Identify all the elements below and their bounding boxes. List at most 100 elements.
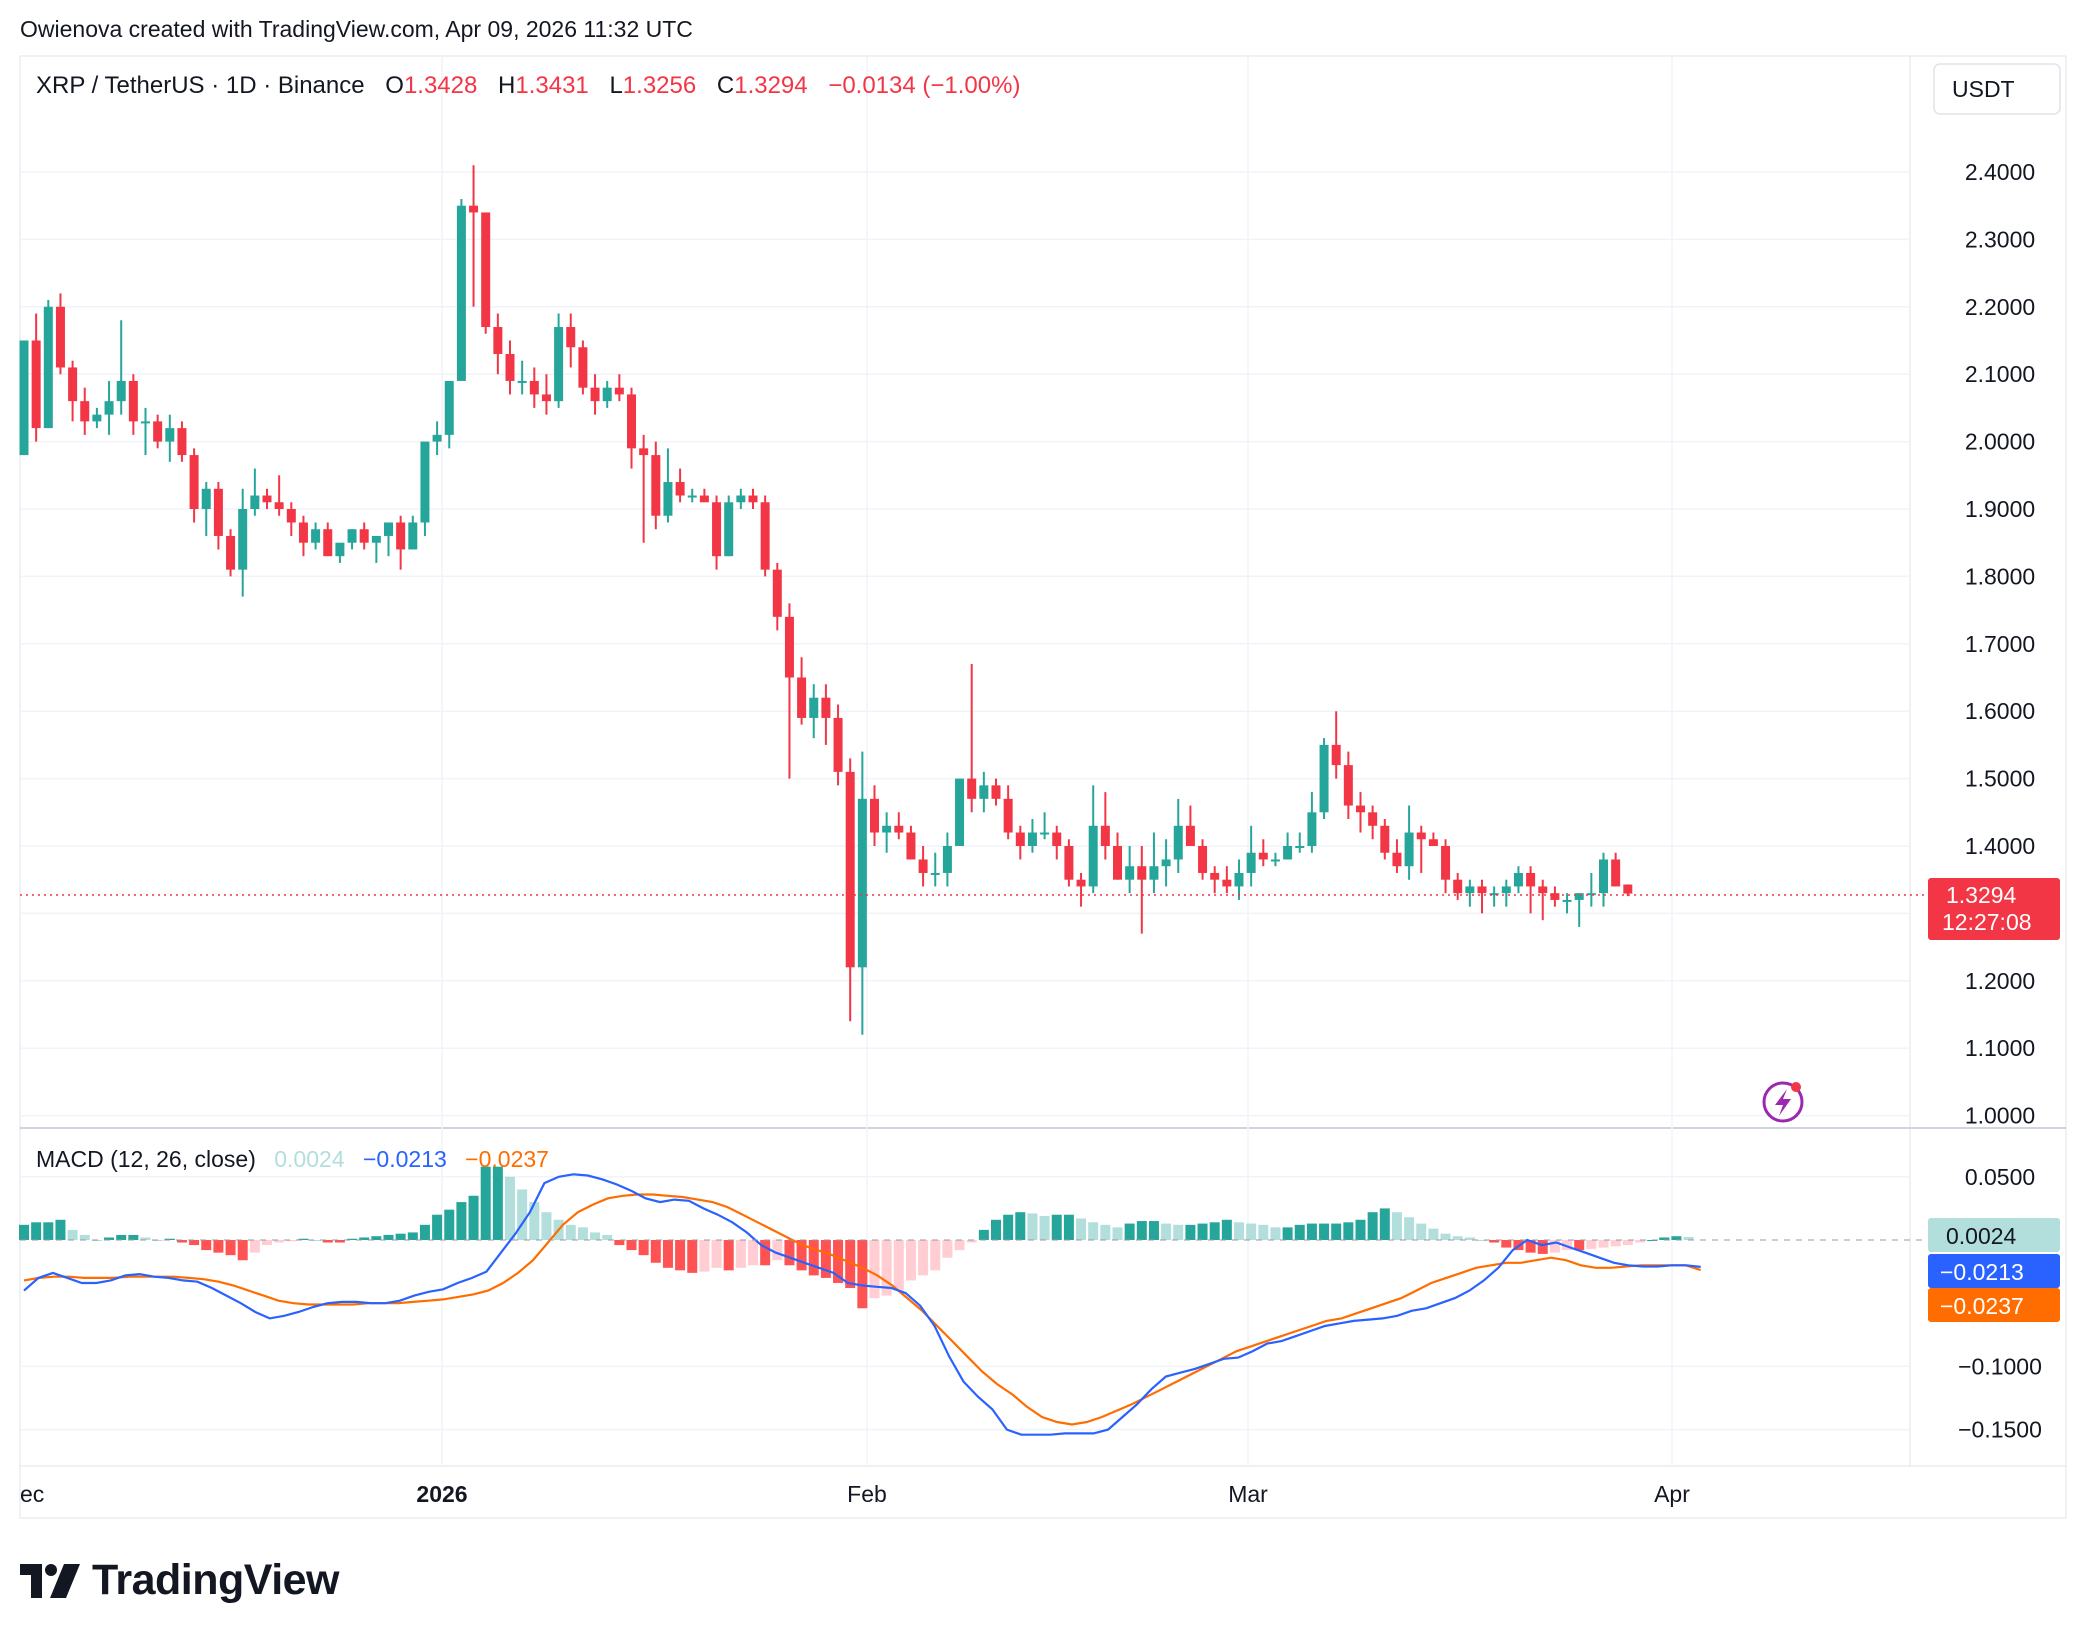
macd-histogram-bar bbox=[1197, 1223, 1208, 1240]
candle bbox=[1441, 839, 1451, 894]
macd-histogram-bar bbox=[1282, 1227, 1293, 1240]
macd-histogram-bar bbox=[1015, 1212, 1026, 1240]
candle-body bbox=[1501, 886, 1511, 894]
candle-body bbox=[870, 798, 879, 833]
candle-body bbox=[1623, 884, 1633, 894]
candle-body bbox=[1562, 899, 1572, 902]
candle bbox=[1113, 832, 1122, 880]
candle-body bbox=[772, 569, 782, 617]
macd-histogram-bar bbox=[1185, 1224, 1196, 1240]
change-value: −0.0134 (−1.00%) bbox=[828, 72, 1020, 99]
candle bbox=[821, 684, 831, 745]
lightning-icon[interactable] bbox=[1762, 1081, 1804, 1123]
macd-histogram-bar bbox=[1148, 1221, 1159, 1240]
macd-histogram-bar bbox=[808, 1240, 819, 1276]
macd-hist-tag: 0.0024 bbox=[1928, 1218, 2060, 1252]
macd-histogram-bar bbox=[893, 1240, 904, 1291]
candle bbox=[748, 488, 758, 509]
macd-histogram-bar bbox=[249, 1240, 260, 1253]
candle-body bbox=[432, 434, 442, 442]
bar-countdown: 12:27:08 bbox=[1942, 909, 2032, 935]
candle-body bbox=[481, 212, 491, 328]
price-tick-label: 2.3000 bbox=[1965, 226, 2035, 252]
candle-body bbox=[347, 529, 357, 543]
candle bbox=[165, 414, 175, 462]
macd-histogram-bar bbox=[79, 1234, 90, 1240]
candle bbox=[323, 522, 333, 557]
macd-histogram-bar bbox=[1659, 1237, 1670, 1240]
candle bbox=[1428, 832, 1438, 846]
macd-histogram-bar bbox=[577, 1227, 588, 1240]
candle-body bbox=[493, 327, 503, 354]
macd-histogram-bar bbox=[517, 1189, 528, 1240]
candle-body bbox=[1356, 805, 1365, 813]
candle-body bbox=[1343, 765, 1353, 806]
macd-histogram-bar bbox=[1124, 1223, 1135, 1240]
candle bbox=[882, 812, 892, 853]
macd-histogram-bar bbox=[1537, 1240, 1548, 1254]
macd-histogram-bar bbox=[201, 1240, 212, 1251]
macd-histogram-bar bbox=[1319, 1223, 1330, 1240]
candle-body bbox=[1270, 859, 1280, 862]
macd-histogram-bar bbox=[662, 1240, 673, 1268]
candle bbox=[1246, 825, 1256, 887]
candle-body bbox=[1015, 832, 1025, 846]
candle-body bbox=[1100, 825, 1110, 846]
macd-histogram-bar bbox=[845, 1240, 856, 1289]
macd-histogram-bar bbox=[1063, 1214, 1074, 1240]
candle bbox=[712, 495, 722, 570]
candle-body bbox=[456, 205, 466, 381]
price-tick-label: 1.8000 bbox=[1965, 563, 2035, 589]
macd-lines bbox=[23, 1173, 1702, 1436]
macd-hist-tag-text: 0.0024 bbox=[1946, 1223, 2017, 1249]
macd-histogram-bar bbox=[675, 1240, 686, 1271]
macd-histogram-bar bbox=[699, 1240, 710, 1272]
macd-title[interactable]: MACD (12, 26, close) bbox=[36, 1146, 256, 1172]
macd-histogram-bar bbox=[735, 1240, 746, 1268]
candle bbox=[128, 374, 138, 435]
candle bbox=[201, 482, 211, 536]
candle bbox=[189, 448, 199, 523]
candle-body bbox=[918, 859, 928, 873]
candle bbox=[1234, 859, 1244, 900]
macd-histogram-bar bbox=[19, 1224, 29, 1240]
candle-body bbox=[930, 872, 940, 875]
candle-body bbox=[942, 846, 952, 873]
macd-line-tag-text: −0.0213 bbox=[1940, 1259, 2024, 1285]
macd-histogram-bar bbox=[1112, 1227, 1123, 1240]
macd-histogram-bar bbox=[966, 1240, 977, 1243]
macd-histogram-bar bbox=[1051, 1214, 1062, 1240]
candle bbox=[1453, 872, 1463, 900]
macd-histogram-bar bbox=[1161, 1223, 1172, 1240]
candle-body bbox=[578, 347, 588, 388]
macd-histogram-bar bbox=[1294, 1224, 1305, 1240]
candle-body bbox=[1173, 825, 1183, 860]
candle-body bbox=[1550, 893, 1560, 900]
candle bbox=[942, 832, 952, 887]
candle-body bbox=[177, 428, 187, 456]
candle bbox=[1003, 785, 1013, 840]
candle-body bbox=[1222, 879, 1232, 887]
macd-histogram-bar bbox=[1586, 1240, 1597, 1249]
candle-body bbox=[1489, 893, 1499, 896]
currency-button[interactable]: USDT bbox=[1933, 63, 2061, 115]
macd-histogram-bar bbox=[772, 1240, 783, 1261]
candle-body bbox=[420, 441, 430, 523]
candle-body bbox=[505, 353, 515, 381]
symbol-title[interactable]: XRP / TetherUS · 1D · Binance bbox=[36, 72, 365, 99]
candle-body bbox=[821, 697, 831, 718]
macd-histogram-bar bbox=[164, 1238, 175, 1240]
candle-body bbox=[371, 535, 381, 543]
macd-histogram-bar bbox=[262, 1240, 272, 1246]
macd-histogram-bar bbox=[322, 1240, 333, 1243]
macd-histogram-bar bbox=[1209, 1222, 1220, 1240]
candle-body bbox=[1586, 893, 1596, 896]
macd-histogram-bar bbox=[1221, 1219, 1232, 1240]
candle-body bbox=[92, 414, 102, 422]
high-label: H bbox=[498, 72, 515, 99]
candle-body bbox=[1185, 825, 1195, 846]
candle-body bbox=[1137, 866, 1147, 880]
open-value: 1.3428 bbox=[404, 72, 477, 99]
price-tick-label: 1.9000 bbox=[1965, 496, 2035, 522]
macd-histogram-bar bbox=[905, 1240, 916, 1281]
